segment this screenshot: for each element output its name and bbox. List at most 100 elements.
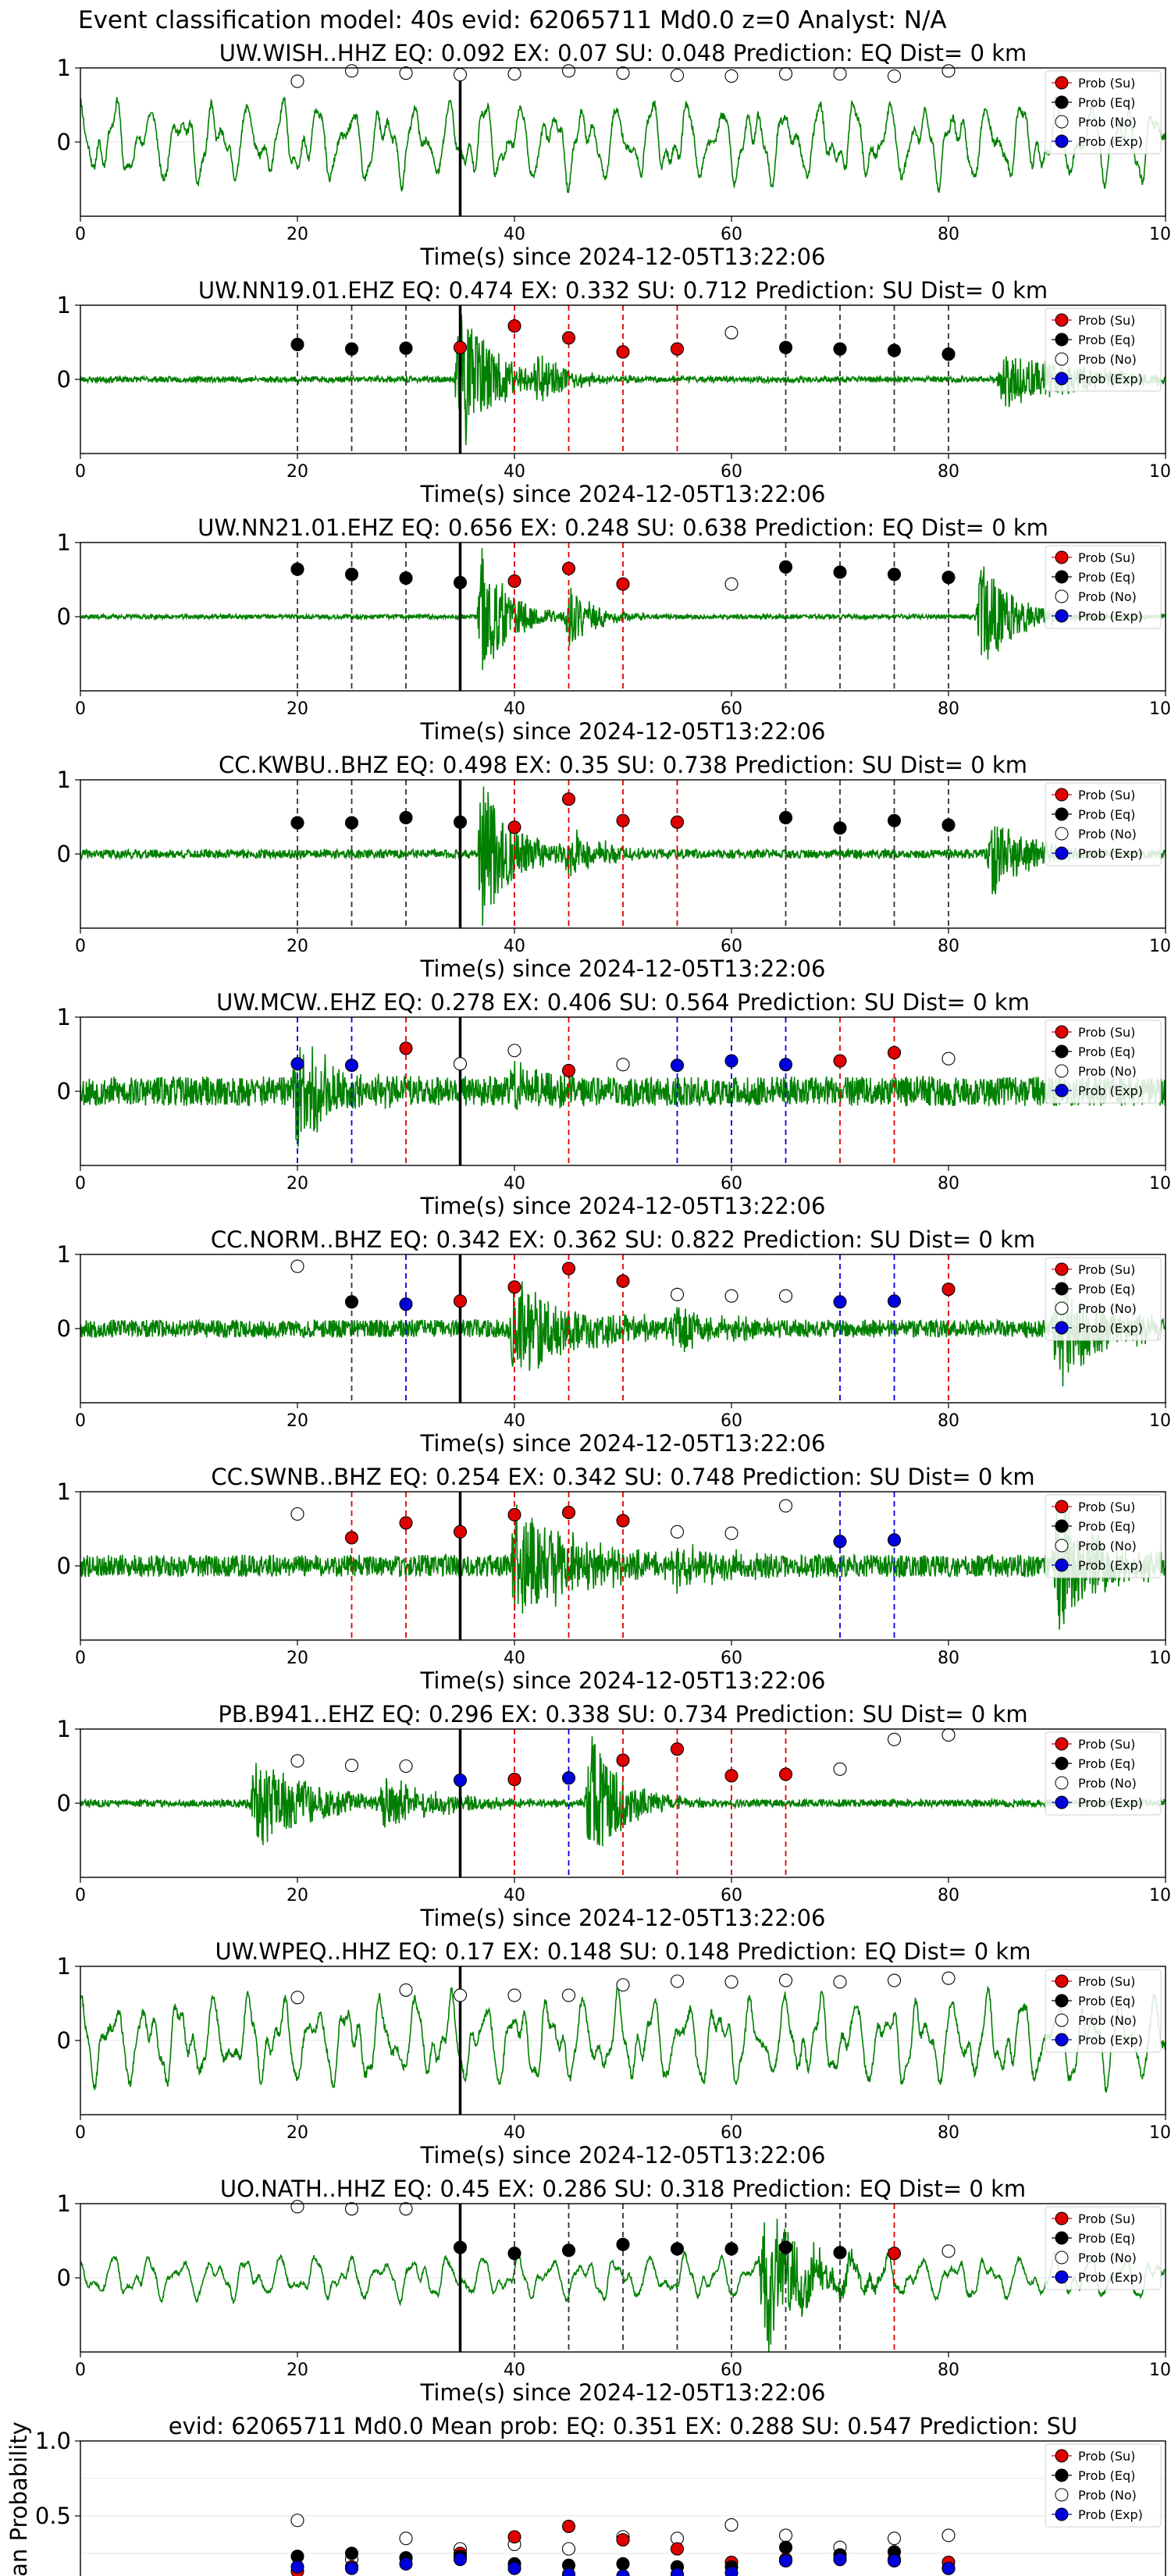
prob-point-no — [778, 1973, 793, 1987]
x-axis-label: Time(s) since 2024-12-05T13:22:06 — [420, 1193, 826, 1219]
x-tick-label: 60 — [721, 699, 742, 719]
x-tick-label: 100 — [1149, 937, 1171, 956]
prob-point-no — [887, 1732, 902, 1746]
x-axis-label: Time(s) since 2024-12-05T13:22:06 — [420, 2379, 826, 2406]
legend-marker-su — [1055, 76, 1069, 90]
x-tick-label: 0 — [75, 1886, 86, 1905]
legend-label-eq: Prob (Eq) — [1078, 1994, 1135, 2008]
legend-marker-exp — [1055, 1558, 1069, 1572]
legend-marker-exp — [1055, 2270, 1069, 2284]
y-tick-label: 0 — [57, 841, 71, 867]
legend-label-su: Prob (Su) — [1078, 2449, 1135, 2464]
legend-label-eq: Prob (Eq) — [1078, 1756, 1135, 1771]
legend-marker-no — [1055, 2013, 1069, 2027]
mean-point-eq — [616, 2556, 630, 2571]
subplot-1: UW.WISH..HHZ EQ: 0.092 EX: 0.07 SU: 0.04… — [57, 40, 1171, 270]
x-tick-label: 60 — [721, 1411, 742, 1431]
x-tick-label: 100 — [1149, 225, 1171, 244]
prob-point-eq — [887, 568, 902, 582]
prob-point-eq — [833, 821, 847, 835]
subplot-3: UW.NN21.01.EHZ EQ: 0.656 EX: 0.248 SU: 0… — [57, 514, 1171, 745]
legend-box — [1045, 308, 1162, 392]
legend-marker-eq — [1055, 807, 1069, 821]
subplot-7: CC.SWNB..BHZ EQ: 0.254 EX: 0.342 SU: 0.7… — [57, 1464, 1171, 1694]
y-tick-label: 0.5 — [35, 2503, 71, 2529]
legend-label-eq: Prob (Eq) — [1078, 333, 1135, 347]
x-tick-label: 80 — [938, 699, 959, 719]
subplot-10: UO.NATH..HHZ EQ: 0.45 EX: 0.286 SU: 0.31… — [57, 2176, 1171, 2406]
mean-point-no — [778, 2528, 793, 2542]
prob-point-eq — [507, 2247, 521, 2261]
prob-point-eq — [941, 818, 956, 832]
prob-point-eq — [833, 565, 847, 579]
x-tick-label: 0 — [75, 462, 86, 482]
mean-point-exp — [670, 2567, 685, 2576]
waveform-trace — [80, 1504, 1166, 1630]
x-tick-label: 20 — [287, 2361, 308, 2380]
legend-label-eq: Prob (Eq) — [1078, 807, 1135, 822]
x-tick-label: 100 — [1149, 2361, 1171, 2380]
prob-point-eq — [616, 2237, 630, 2251]
prob-point-su — [833, 1054, 847, 1068]
prob-point-no — [670, 1287, 685, 1301]
prob-point-no — [561, 64, 576, 78]
legend-marker-exp — [1055, 609, 1069, 623]
mean-point-su — [670, 2542, 685, 2556]
prob-point-eq — [290, 816, 304, 830]
prob-point-su — [887, 1046, 902, 1060]
prob-point-no — [778, 67, 793, 81]
prob-point-no — [453, 1988, 468, 2002]
prob-point-su — [670, 342, 685, 356]
x-tick-label: 80 — [938, 937, 959, 956]
x-tick-label: 100 — [1149, 2123, 1171, 2143]
prob-point-su — [507, 319, 521, 333]
mean-point-exp — [616, 2569, 630, 2576]
legend-marker-no — [1055, 827, 1069, 841]
figure-suptitle: Event classification model: 40s evid: 62… — [78, 6, 947, 34]
x-axis-label: Time(s) since 2024-12-05T13:22:06 — [420, 244, 826, 270]
legend-label-su: Prob (Su) — [1078, 1737, 1135, 1752]
y-tick-label: 0 — [57, 1078, 71, 1105]
x-tick-label: 20 — [287, 699, 308, 719]
mean-point-exp — [399, 2556, 413, 2571]
legend-label-no: Prob (No) — [1078, 2013, 1137, 2028]
x-axis-label: Time(s) since 2024-12-05T13:22:06 — [420, 1905, 826, 1931]
prob-point-su — [616, 577, 630, 591]
prob-point-no — [833, 1762, 847, 1776]
subplot-title: CC.SWNB..BHZ EQ: 0.254 EX: 0.342 SU: 0.7… — [211, 1464, 1034, 1490]
y-axis-label: Mean Probability — [5, 2421, 32, 2576]
legend-marker-exp — [1055, 846, 1069, 860]
legend-label-eq: Prob (Eq) — [1078, 1282, 1135, 1297]
prob-point-eq — [941, 347, 956, 361]
prob-point-no — [941, 1728, 956, 1742]
x-tick-label: 60 — [721, 225, 742, 244]
legend-marker-su — [1055, 313, 1069, 327]
mean-point-su — [561, 2519, 576, 2533]
legend-label-exp: Prob (Exp) — [1078, 609, 1143, 624]
subplot-title: UW.MCW..EHZ EQ: 0.278 EX: 0.406 SU: 0.56… — [216, 989, 1030, 1016]
mean-point-eq — [344, 2546, 359, 2560]
legend-label-eq: Prob (Eq) — [1078, 2231, 1135, 2246]
prob-point-eq — [290, 562, 304, 576]
prob-point-su — [616, 345, 630, 359]
x-tick-label: 40 — [504, 937, 525, 956]
legend-marker-exp — [1055, 2033, 1069, 2047]
waveform-trace — [80, 314, 1166, 454]
x-tick-label: 60 — [721, 462, 742, 482]
prob-point-eq — [887, 813, 902, 827]
legend-marker-su — [1055, 2449, 1069, 2463]
x-tick-label: 60 — [721, 937, 742, 956]
prob-point-no — [507, 1988, 521, 2002]
subplot-title: UW.NN19.01.EHZ EQ: 0.474 EX: 0.332 SU: 0… — [198, 277, 1048, 304]
x-tick-label: 100 — [1149, 1886, 1171, 1905]
prob-point-no — [290, 1259, 304, 1273]
legend-marker-eq — [1055, 2231, 1069, 2245]
legend-label-no: Prob (No) — [1078, 115, 1137, 130]
prob-point-su — [344, 1531, 359, 1545]
legend-marker-eq — [1055, 1519, 1069, 1533]
prob-point-no — [778, 1289, 793, 1303]
x-tick-label: 40 — [504, 462, 525, 482]
prob-point-no — [290, 1507, 304, 1521]
prob-point-no — [941, 2244, 956, 2258]
